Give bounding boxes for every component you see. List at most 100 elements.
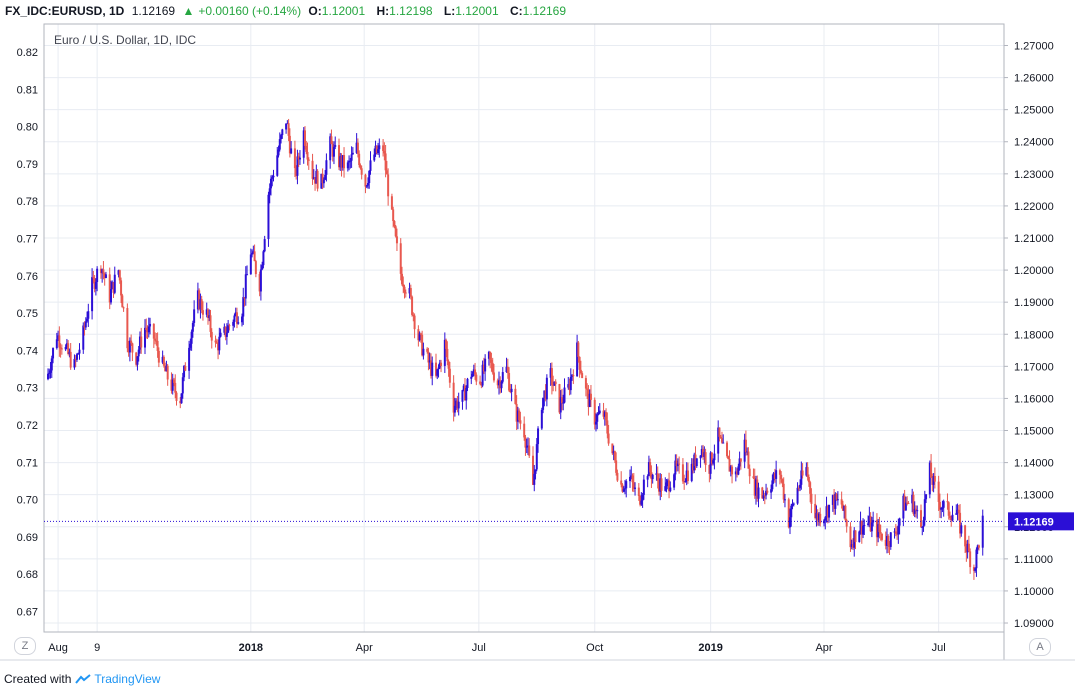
candle-body xyxy=(605,412,608,421)
candle-body xyxy=(171,379,174,391)
candle-body xyxy=(765,490,768,496)
auto-scale-button[interactable]: A xyxy=(1029,638,1051,656)
candle-body xyxy=(92,277,95,279)
candle-body xyxy=(509,390,512,393)
candle-body xyxy=(156,340,159,351)
candle-body xyxy=(496,380,499,386)
candle-body xyxy=(360,168,363,175)
candle-body xyxy=(902,495,905,519)
candle-body xyxy=(402,284,405,287)
candle-body xyxy=(154,338,157,341)
candle-body xyxy=(316,170,319,189)
time-tick-label: Jul xyxy=(472,642,486,654)
right-axis: 1.27000 1.26000 1.25000 1.24000 1.23000 1.220… xyxy=(1004,40,1054,630)
candle-body xyxy=(348,160,351,163)
right-tick-label: 1.16000 xyxy=(1014,393,1054,405)
low-label: L: xyxy=(443,4,456,18)
candle-body xyxy=(200,299,203,311)
candle-body xyxy=(366,183,369,186)
candle-body xyxy=(322,179,325,184)
candle-body xyxy=(906,502,909,504)
candle-body xyxy=(819,513,822,524)
candle-body xyxy=(369,160,372,171)
candle-body xyxy=(99,268,102,274)
time-tick-label: Apr xyxy=(356,642,373,654)
candle-body xyxy=(720,438,723,443)
candle-body xyxy=(311,160,314,179)
candle-body xyxy=(489,351,492,360)
candle-body xyxy=(762,495,765,499)
candle-body xyxy=(796,487,799,504)
candle-body xyxy=(487,351,490,359)
candle-body xyxy=(863,525,866,527)
candle-body xyxy=(651,474,654,480)
candle-body xyxy=(193,309,196,323)
candle-body xyxy=(791,503,794,506)
price-change: +0.00160 (+0.14%) xyxy=(198,4,302,18)
candle-body xyxy=(210,331,213,341)
candle-body xyxy=(166,365,169,380)
candle-body xyxy=(851,544,854,548)
candle-body xyxy=(457,401,460,409)
open-label: O: xyxy=(308,4,322,18)
candle-body xyxy=(332,146,335,157)
candle-body xyxy=(436,369,439,376)
candle-body xyxy=(914,508,917,511)
candle-body xyxy=(597,413,600,415)
candle-body xyxy=(888,545,891,547)
candle-body xyxy=(912,494,915,514)
candle-body xyxy=(351,152,354,155)
candle-body xyxy=(542,397,545,410)
time-tick-label: 9 xyxy=(94,642,100,654)
candle-body xyxy=(215,342,218,344)
zoom-reset-button[interactable]: Z xyxy=(14,637,36,655)
right-tick-label: 1.23000 xyxy=(1014,169,1054,181)
candle-body xyxy=(959,512,962,534)
candle-body xyxy=(655,473,658,475)
time-tick-label: Oct xyxy=(586,642,603,654)
candle-body xyxy=(199,299,202,310)
candle-body xyxy=(586,388,589,390)
left-axis: 0.82 0.81 0.80 0.79 0.78 0.77 0.76 0.75 0.74 0.73… xyxy=(17,47,38,619)
candle-body xyxy=(242,297,245,317)
candle-body xyxy=(448,368,451,383)
candle-body xyxy=(641,494,644,501)
candle-body xyxy=(103,273,106,279)
tradingview-link[interactable]: TradingView xyxy=(94,672,161,686)
candle-body xyxy=(191,322,194,332)
candle-body xyxy=(77,353,80,355)
candle-body xyxy=(719,436,722,439)
candle-body xyxy=(346,162,349,169)
candle-body xyxy=(772,473,775,481)
candle-body xyxy=(754,479,757,496)
candle-body xyxy=(83,325,86,328)
created-with-label: Created with xyxy=(4,672,72,686)
candle-body xyxy=(243,297,246,299)
candle-body xyxy=(175,392,178,401)
high-value: 1.12198 xyxy=(389,4,433,18)
candle-body xyxy=(331,144,334,157)
candle-body xyxy=(657,480,660,492)
candle-body xyxy=(543,390,546,398)
candle-body xyxy=(374,145,377,155)
candle-body xyxy=(977,545,980,548)
candle-body xyxy=(330,136,333,145)
right-tick-label: 1.21000 xyxy=(1014,233,1054,245)
time-axis: Aug 9 2018 Apr Jul Oct 2019 Apr Jul xyxy=(48,642,945,654)
candle-body xyxy=(746,451,749,453)
candle-body xyxy=(475,374,478,382)
candle-body xyxy=(214,340,217,343)
candle-body xyxy=(879,532,882,534)
candle-body xyxy=(921,526,924,528)
candle-body xyxy=(108,274,111,303)
candle-body xyxy=(506,366,509,374)
candle-body xyxy=(975,549,978,569)
symbol-label[interactable]: FX_IDC:EURUSD, 1D xyxy=(5,4,125,18)
time-tick-label: Aug xyxy=(48,642,68,654)
candles xyxy=(47,118,984,580)
candle-body xyxy=(783,499,786,501)
candle-body xyxy=(293,148,296,169)
left-tick-label: 0.68 xyxy=(17,569,38,581)
candle-body xyxy=(501,372,504,382)
